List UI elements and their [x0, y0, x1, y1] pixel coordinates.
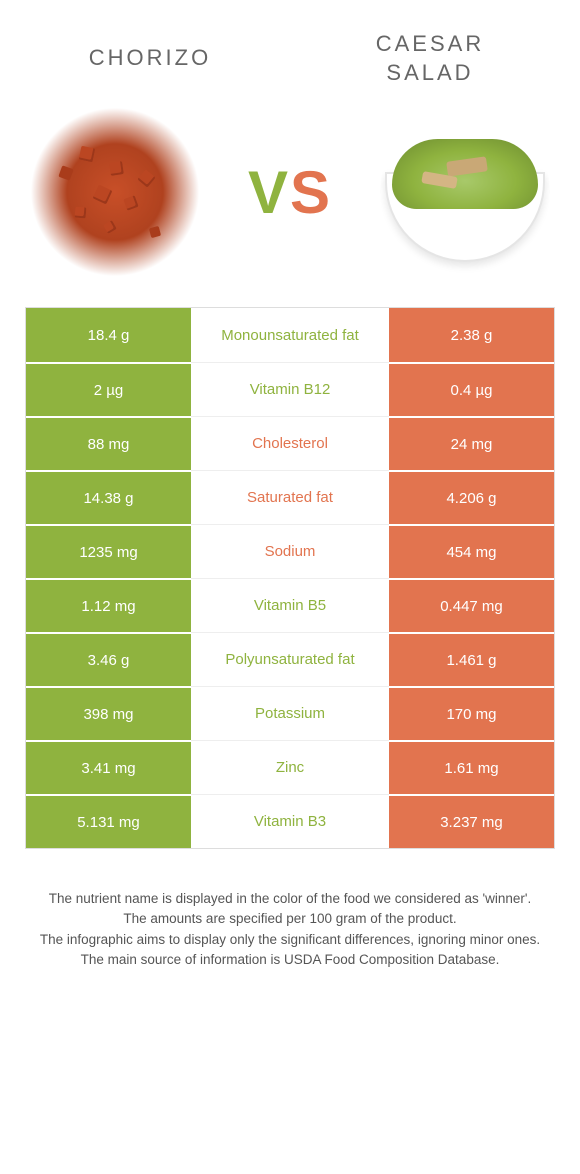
food-image-right	[380, 107, 550, 277]
value-left: 5.131 mg	[26, 794, 191, 848]
table-row: 5.131 mgVitamin B33.237 mg	[26, 794, 554, 848]
nutrient-name: Monounsaturated fat	[191, 308, 389, 362]
footer-line: The amounts are specified per 100 gram o…	[30, 909, 550, 929]
value-right: 170 mg	[389, 686, 554, 740]
food-title-left: Chorizo	[50, 44, 250, 73]
value-right: 3.237 mg	[389, 794, 554, 848]
nutrient-name: Saturated fat	[191, 470, 389, 524]
value-right: 2.38 g	[389, 308, 554, 362]
table-row: 1.12 mgVitamin B50.447 mg	[26, 578, 554, 632]
images-row: VS	[0, 97, 580, 307]
footer-notes: The nutrient name is displayed in the co…	[0, 849, 580, 990]
value-left: 2 µg	[26, 362, 191, 416]
value-left: 14.38 g	[26, 470, 191, 524]
nutrient-name: Vitamin B12	[191, 362, 389, 416]
nutrient-name: Vitamin B5	[191, 578, 389, 632]
table-row: 14.38 gSaturated fat4.206 g	[26, 470, 554, 524]
value-left: 398 mg	[26, 686, 191, 740]
table-row: 3.41 mgZinc1.61 mg	[26, 740, 554, 794]
value-right: 4.206 g	[389, 470, 554, 524]
value-left: 1235 mg	[26, 524, 191, 578]
food-image-left	[30, 107, 200, 277]
nutrient-name: Polyunsaturated fat	[191, 632, 389, 686]
table-row: 18.4 gMonounsaturated fat2.38 g	[26, 308, 554, 362]
value-right: 0.4 µg	[389, 362, 554, 416]
table-row: 88 mgCholesterol24 mg	[26, 416, 554, 470]
value-left: 1.12 mg	[26, 578, 191, 632]
value-left: 3.46 g	[26, 632, 191, 686]
table-row: 2 µgVitamin B120.4 µg	[26, 362, 554, 416]
footer-line: The nutrient name is displayed in the co…	[30, 889, 550, 909]
nutrient-name: Vitamin B3	[191, 794, 389, 848]
header: Chorizo Caesar salad	[0, 0, 580, 97]
value-left: 18.4 g	[26, 308, 191, 362]
nutrient-name: Cholesterol	[191, 416, 389, 470]
nutrient-name: Potassium	[191, 686, 389, 740]
value-left: 3.41 mg	[26, 740, 191, 794]
table-row: 3.46 gPolyunsaturated fat1.461 g	[26, 632, 554, 686]
table-row: 398 mgPotassium170 mg	[26, 686, 554, 740]
value-right: 1.461 g	[389, 632, 554, 686]
footer-line: The infographic aims to display only the…	[30, 930, 550, 950]
value-left: 88 mg	[26, 416, 191, 470]
nutrient-name: Sodium	[191, 524, 389, 578]
value-right: 24 mg	[389, 416, 554, 470]
vs-label: VS	[248, 158, 332, 227]
value-right: 0.447 mg	[389, 578, 554, 632]
comparison-table: 18.4 gMonounsaturated fat2.38 g2 µgVitam…	[25, 307, 555, 849]
nutrient-name: Zinc	[191, 740, 389, 794]
value-right: 1.61 mg	[389, 740, 554, 794]
food-title-right: Caesar salad	[330, 30, 530, 87]
value-right: 454 mg	[389, 524, 554, 578]
table-row: 1235 mgSodium454 mg	[26, 524, 554, 578]
footer-line: The main source of information is USDA F…	[30, 950, 550, 970]
